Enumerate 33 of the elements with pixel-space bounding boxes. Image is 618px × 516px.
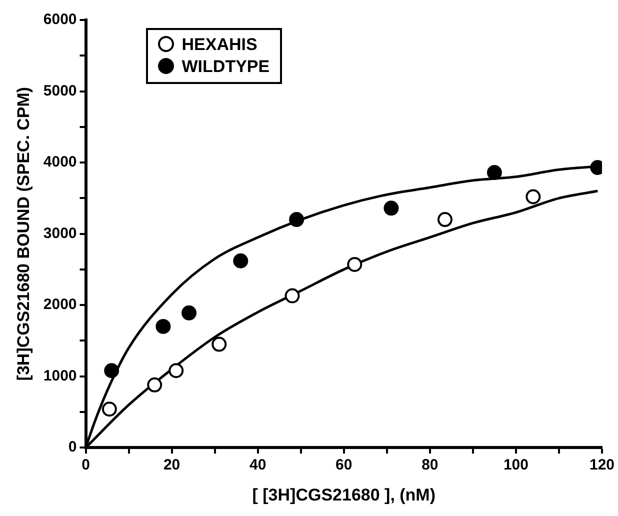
y-tick-label: 6000 <box>43 11 77 28</box>
x-tick-label: 80 <box>422 456 438 474</box>
point <box>233 253 248 268</box>
point <box>212 336 227 352</box>
point <box>102 402 117 417</box>
point <box>526 189 541 204</box>
y-tick-label: 1000 <box>43 367 77 384</box>
point <box>486 165 502 180</box>
y-tick-label: 2000 <box>43 296 77 314</box>
legend-label: WILDTYPE <box>180 56 270 78</box>
point <box>104 363 120 378</box>
point <box>182 305 197 320</box>
x-tick-label: 60 <box>336 456 352 474</box>
x-axis-title: [ [3H]CGS21680 ], (nM) <box>252 485 436 504</box>
point <box>168 363 184 378</box>
legend-label: HEXAHIS <box>180 34 258 56</box>
point <box>156 318 171 334</box>
point <box>284 288 300 304</box>
x-tick-label: 120 <box>589 456 615 474</box>
point <box>347 256 362 272</box>
y-tick-label: 5000 <box>43 82 77 100</box>
y-tick-label: 4000 <box>43 154 77 171</box>
y-tick-label: 0 <box>68 438 77 456</box>
point <box>289 212 304 228</box>
x-tick-label: 40 <box>250 456 266 474</box>
y-tick-label: 3000 <box>43 224 77 242</box>
point <box>384 200 399 216</box>
x-tick-label: 100 <box>503 456 528 474</box>
x-tick-label: 0 <box>82 456 90 474</box>
point <box>437 212 452 228</box>
x-tick-label: 20 <box>163 456 180 474</box>
point <box>147 377 162 392</box>
y-axis-title: [3H]CGS21680 BOUND (SPEC. CPM) <box>14 86 33 381</box>
